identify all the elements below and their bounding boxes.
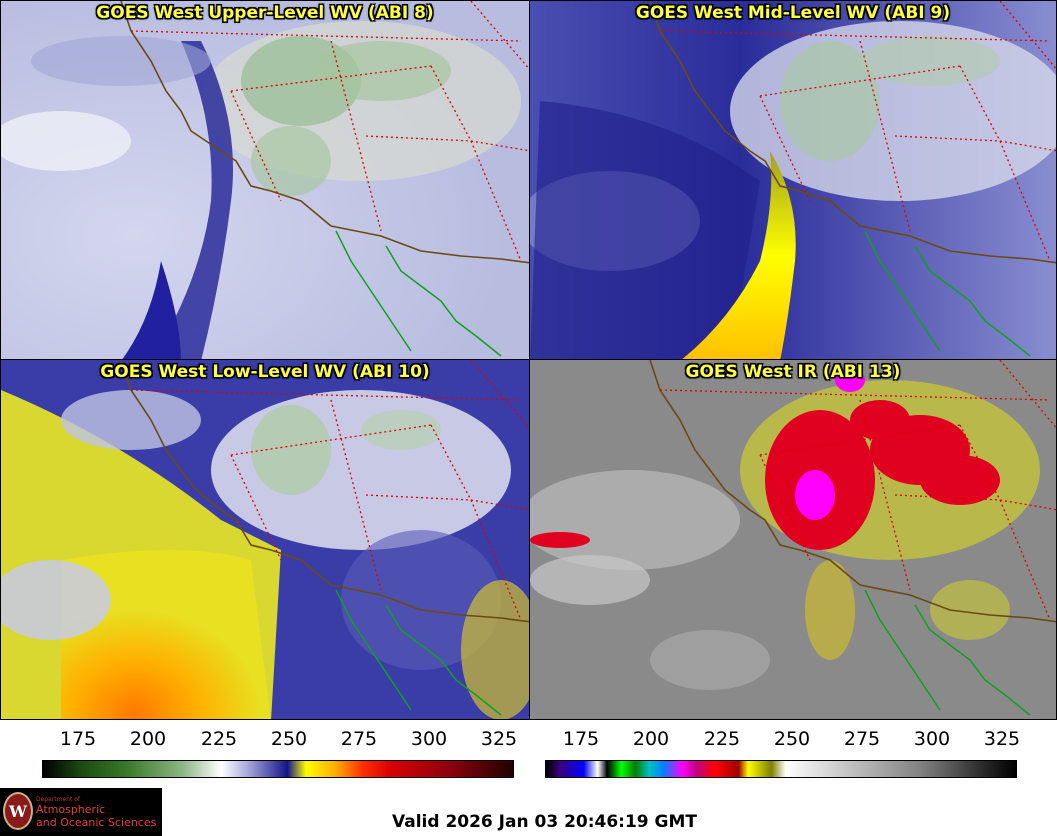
scale-tick-label: 300 (410, 728, 448, 750)
panel-low-level-wv: GOES West Low-Level WV (ABI 10) (0, 359, 530, 720)
ir-scale-ticks: 175 200 225 250 275 300 325 (545, 728, 1021, 752)
panel-title: GOES West Low-Level WV (ABI 10) (100, 362, 430, 382)
scale-tick-label: 225 (703, 728, 741, 750)
scale-tick-label: 275 (340, 728, 378, 750)
scale-tick-label: 200 (632, 728, 670, 750)
scale-tick-label: 325 (983, 728, 1021, 750)
panel-ir: GOES West IR (ABI 13) (529, 359, 1057, 720)
mid-level-wv-image (530, 1, 1056, 359)
scale-tick-label: 225 (200, 728, 238, 750)
ir-color-bar (545, 760, 1017, 778)
scale-tick-label: 175 (562, 728, 600, 750)
panel-title: GOES West Upper-Level WV (ABI 8) (96, 3, 434, 23)
scale-tick-label: 325 (480, 728, 518, 750)
wv-scale-ticks: 175 200 225 250 275 300 325 (42, 728, 518, 752)
ir-color-scale: 175 200 225 250 275 300 325 (545, 728, 1021, 784)
scale-tick-label: 200 (129, 728, 167, 750)
scale-tick-label: 250 (773, 728, 811, 750)
aos-logo[interactable]: W Department of Atmospheric and Oceanic … (0, 788, 162, 836)
low-level-wv-image (1, 360, 529, 719)
panel-upper-level-wv: GOES West Upper-Level WV (ABI 8) (0, 0, 530, 360)
seal-letter: W (9, 802, 27, 821)
panel-title: GOES West Mid-Level WV (ABI 9) (635, 3, 951, 23)
wv-color-bar (42, 760, 514, 778)
panel-mid-level-wv: GOES West Mid-Level WV (ABI 9) (529, 0, 1057, 360)
logo-dept-text: Department of (36, 796, 80, 803)
wv-color-scale: 175 200 225 250 275 300 325 (42, 728, 518, 784)
valid-time-label: Valid 2026 Jan 03 20:46:19 GMT (392, 812, 698, 832)
scale-tick-label: 250 (270, 728, 308, 750)
uw-seal-icon: W (3, 792, 33, 830)
panel-title: GOES West IR (ABI 13) (685, 362, 901, 382)
scale-tick-label: 300 (913, 728, 951, 750)
logo-line-2: and Oceanic Sciences (36, 816, 157, 829)
ir-image (530, 360, 1056, 719)
scale-tick-label: 175 (59, 728, 97, 750)
upper-level-wv-image (1, 1, 529, 359)
logo-line-1: Atmospheric (36, 803, 106, 816)
scale-tick-label: 275 (843, 728, 881, 750)
